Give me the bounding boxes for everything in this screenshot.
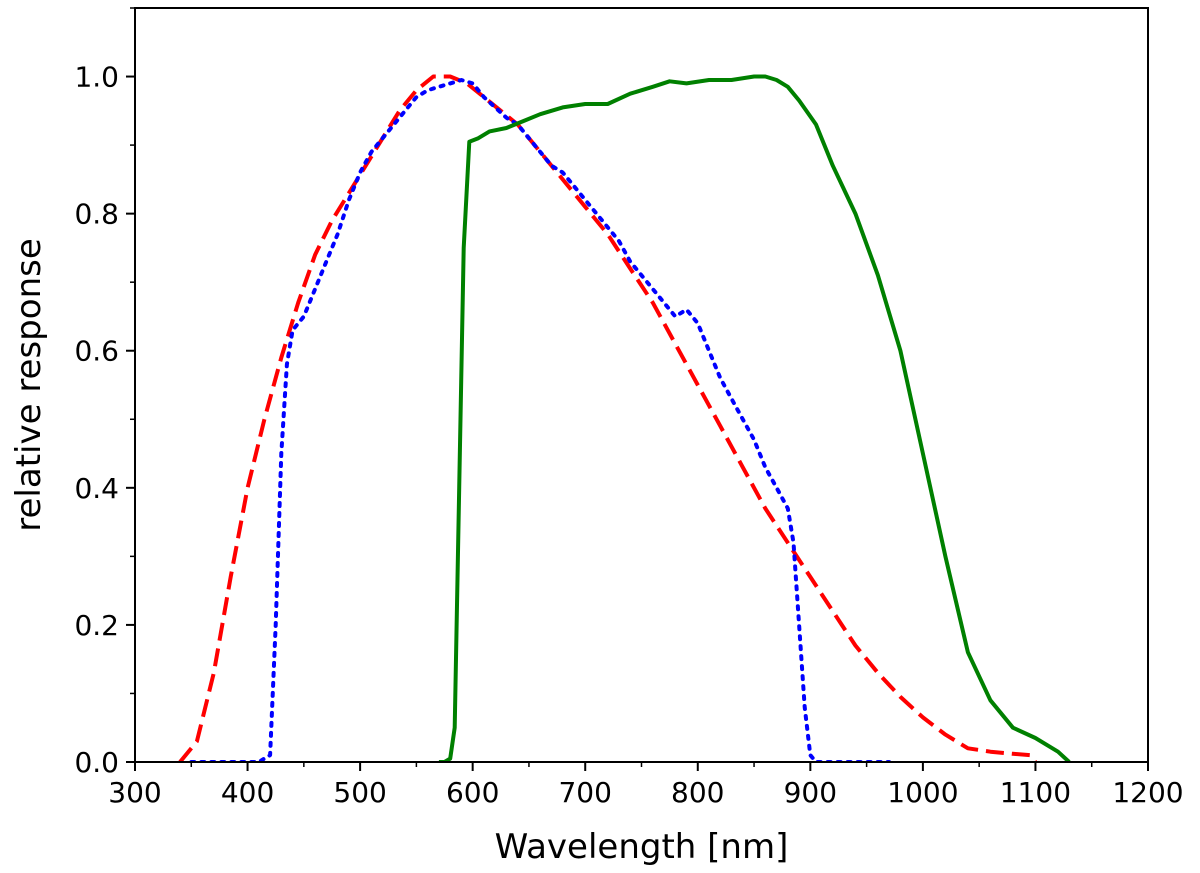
- y-tick-label: 0.8: [74, 198, 119, 231]
- y-tick-label: 1.0: [74, 61, 119, 94]
- x-tick-label: 800: [671, 776, 724, 809]
- series-line-dotted: [189, 78, 892, 762]
- x-tick-label: 400: [221, 776, 274, 809]
- y-tick-label: 0.0: [74, 746, 119, 779]
- x-tick-label: 1100: [1000, 776, 1071, 809]
- x-tick-label: 1200: [1112, 776, 1183, 809]
- y-axis-label: relative response: [9, 238, 49, 531]
- x-tick-label: 900: [784, 776, 837, 809]
- x-tick-label: 300: [108, 776, 161, 809]
- series-line-dashed: [178, 74, 1037, 762]
- y-tick-label: 0.2: [74, 609, 119, 642]
- x-tick-label: 1000: [887, 776, 958, 809]
- series-layer: [178, 74, 1071, 762]
- series-line-solid: [438, 74, 1071, 762]
- y-tick-label: 0.6: [74, 335, 119, 368]
- x-tick-label: 600: [446, 776, 499, 809]
- x-tick-label: 700: [558, 776, 611, 809]
- x-axis-label: Wavelength [nm]: [495, 827, 789, 867]
- axes-layer: 300 400 500 600 700 800 900 1000 1100 1200 0.0 0.2 0…: [74, 7, 1184, 809]
- y-tick-label: 0.4: [74, 472, 119, 505]
- x-tick-label: 500: [333, 776, 386, 809]
